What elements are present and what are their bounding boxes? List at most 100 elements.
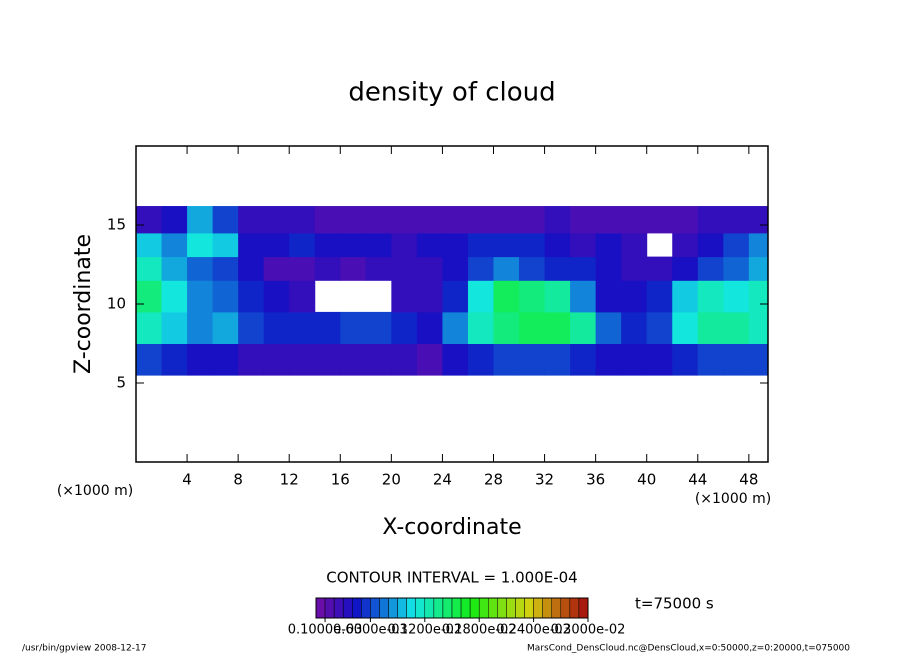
cell <box>391 311 418 344</box>
cell <box>212 343 239 376</box>
cell <box>442 280 469 313</box>
cell <box>442 232 469 258</box>
cell <box>136 256 163 281</box>
cell <box>136 206 163 234</box>
cell <box>136 343 163 376</box>
cell <box>544 343 571 376</box>
cell <box>748 280 769 313</box>
cell <box>416 311 443 344</box>
cell <box>570 232 597 258</box>
cell <box>314 232 341 258</box>
cell <box>238 343 265 376</box>
cell <box>723 343 750 376</box>
cell <box>187 232 214 258</box>
cell <box>289 280 316 313</box>
colorbar-cell <box>424 597 435 619</box>
colorbar-cell <box>352 597 362 619</box>
cell <box>365 343 392 376</box>
cell <box>263 256 290 281</box>
cell <box>672 311 699 344</box>
footer-left: /usr/bin/gpview 2008-12-17 <box>22 644 146 654</box>
cell <box>493 256 520 281</box>
cell <box>748 256 769 281</box>
cell <box>161 206 188 234</box>
cell <box>289 206 316 234</box>
cell <box>314 256 341 281</box>
cell <box>723 232 750 258</box>
time-label: t=75000 s <box>635 595 714 613</box>
colorbar-cell <box>515 597 525 619</box>
cell <box>238 311 265 344</box>
cell <box>748 206 769 234</box>
cell <box>212 232 239 258</box>
cell <box>187 256 214 281</box>
cell <box>391 343 418 376</box>
cell <box>519 206 546 234</box>
colorbar-cell <box>488 597 498 619</box>
cell <box>391 256 418 281</box>
cell <box>493 232 520 258</box>
colorbar-cell <box>578 597 589 619</box>
colorbar-cell <box>569 597 580 619</box>
cell <box>467 256 494 281</box>
cell <box>340 343 367 376</box>
colorbar-cell <box>379 597 389 619</box>
colorbar-cell <box>478 597 489 619</box>
cell <box>697 232 724 258</box>
x-tick-label: 12 <box>280 471 299 489</box>
cell <box>263 206 290 234</box>
y-tick-label: 15 <box>107 216 126 234</box>
cell <box>161 311 188 344</box>
cell <box>442 206 469 234</box>
cell <box>289 256 316 281</box>
cell <box>391 280 418 313</box>
cell <box>187 311 214 344</box>
cell <box>416 280 443 313</box>
contour-interval: CONTOUR INTERVAL = 1.000E-04 <box>326 569 577 587</box>
cell <box>212 311 239 344</box>
colorbar-cell <box>406 597 416 619</box>
cell <box>519 311 546 344</box>
cell <box>723 311 750 344</box>
cell <box>136 280 163 313</box>
colorbar-cell <box>551 597 562 619</box>
cell <box>314 206 341 234</box>
cell <box>289 232 316 258</box>
chart-title: density of cloud <box>348 78 555 108</box>
x-tick-label: 8 <box>233 471 243 489</box>
cell <box>136 311 163 344</box>
cell <box>238 256 265 281</box>
footer-right: MarsCond_DensCloud.nc@DensCloud,x=0:5000… <box>527 644 850 654</box>
cell <box>697 343 724 376</box>
cell <box>519 256 546 281</box>
colorbar-tick-label: 0.6000e-03 <box>333 623 408 638</box>
cell <box>519 343 546 376</box>
cell <box>467 343 494 376</box>
colorbar-tick-label: 0.2400e-02 <box>496 623 571 638</box>
colorbar-cell <box>469 597 480 619</box>
cell <box>621 311 648 344</box>
cell <box>570 343 597 376</box>
cell <box>340 232 367 258</box>
x-unit: (×1000 m) <box>695 491 771 507</box>
cell <box>416 256 443 281</box>
colorbar-cell <box>370 597 380 619</box>
cell <box>212 256 239 281</box>
cell <box>238 280 265 313</box>
cell <box>646 343 673 376</box>
cell <box>723 206 750 234</box>
cell <box>416 343 443 376</box>
colorbar-tick-label: 0.1200e-02 <box>387 623 462 638</box>
cell <box>646 206 673 234</box>
cell <box>748 232 769 258</box>
colorbar-cell <box>497 597 507 619</box>
cell <box>238 232 265 258</box>
cell <box>365 256 392 281</box>
colorbar-cell <box>451 597 462 619</box>
cell <box>595 206 622 234</box>
cell <box>544 206 571 234</box>
cell <box>416 206 443 234</box>
cell <box>646 256 673 281</box>
cell <box>493 280 520 313</box>
